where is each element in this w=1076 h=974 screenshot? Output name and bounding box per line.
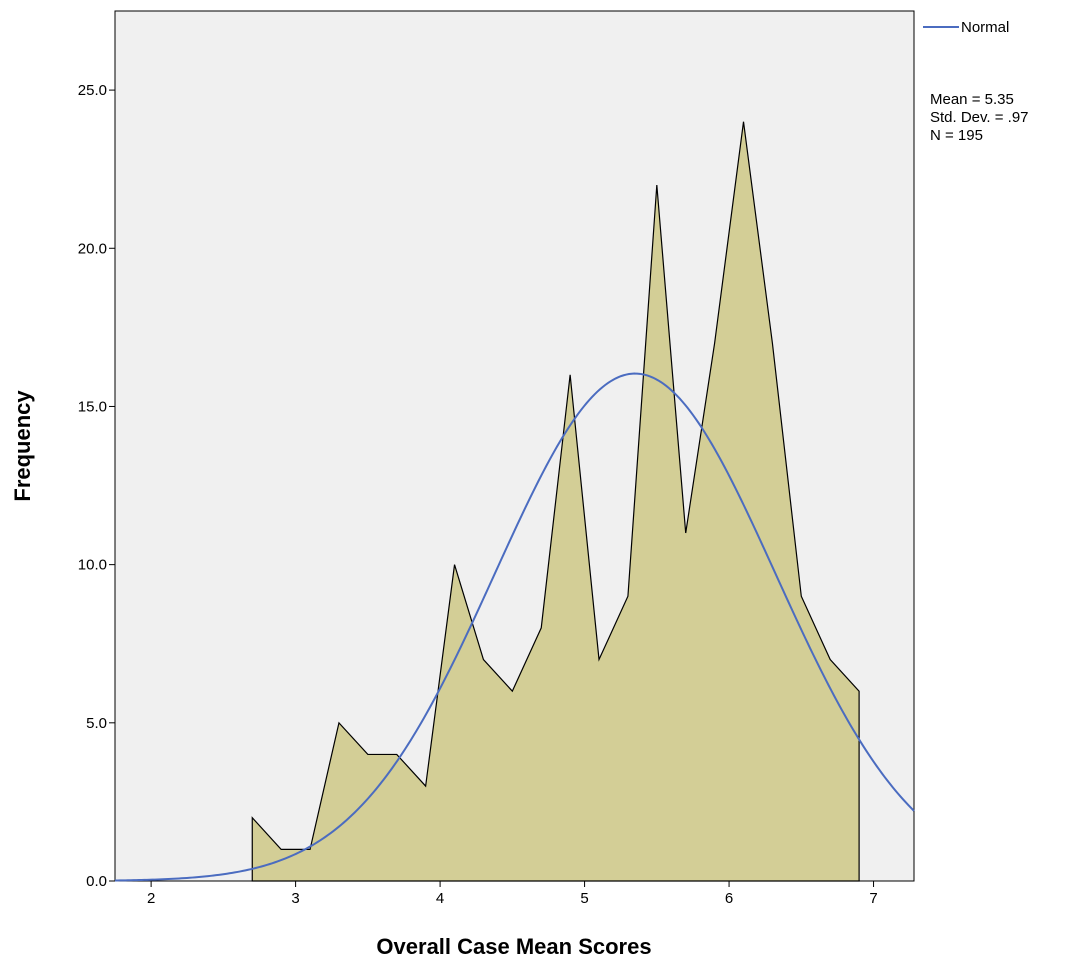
- y-tick-label: 25.0: [78, 82, 107, 99]
- stats-n: N = 195: [930, 127, 983, 144]
- frequency-area: [251, 121, 860, 882]
- x-tick-label: 6: [725, 890, 733, 907]
- y-axis-title: Frequency: [10, 390, 35, 502]
- y-tick-label: 10.0: [78, 557, 107, 574]
- x-tick-label: 3: [291, 890, 299, 907]
- stats-std-dev: Std. Dev. = .97: [930, 109, 1029, 126]
- x-tick-label: 7: [869, 890, 877, 907]
- y-tick-label: 5.0: [86, 715, 107, 732]
- x-tick-label: 5: [580, 890, 588, 907]
- stats-box: Mean = 5.35 Std. Dev. = .97 N = 195: [930, 91, 1029, 144]
- chart-axes: 0.0 5.0 10.0 15.0 20.0 25.0 2 3 4 5 6 7: [78, 82, 878, 907]
- legend-normal-label: Normal: [961, 19, 1009, 36]
- chart-marks: [114, 121, 915, 882]
- x-tick-label: 2: [147, 890, 155, 907]
- x-axis-title: Overall Case Mean Scores: [376, 934, 651, 959]
- y-tick-label: 20.0: [78, 240, 107, 257]
- legend: Normal: [923, 19, 1009, 36]
- y-tick-label: 15.0: [78, 398, 107, 415]
- x-tick-label: 4: [436, 890, 444, 907]
- stats-mean: Mean = 5.35: [930, 91, 1014, 108]
- normal-curve: [114, 372, 915, 882]
- y-tick-label: 0.0: [86, 873, 107, 890]
